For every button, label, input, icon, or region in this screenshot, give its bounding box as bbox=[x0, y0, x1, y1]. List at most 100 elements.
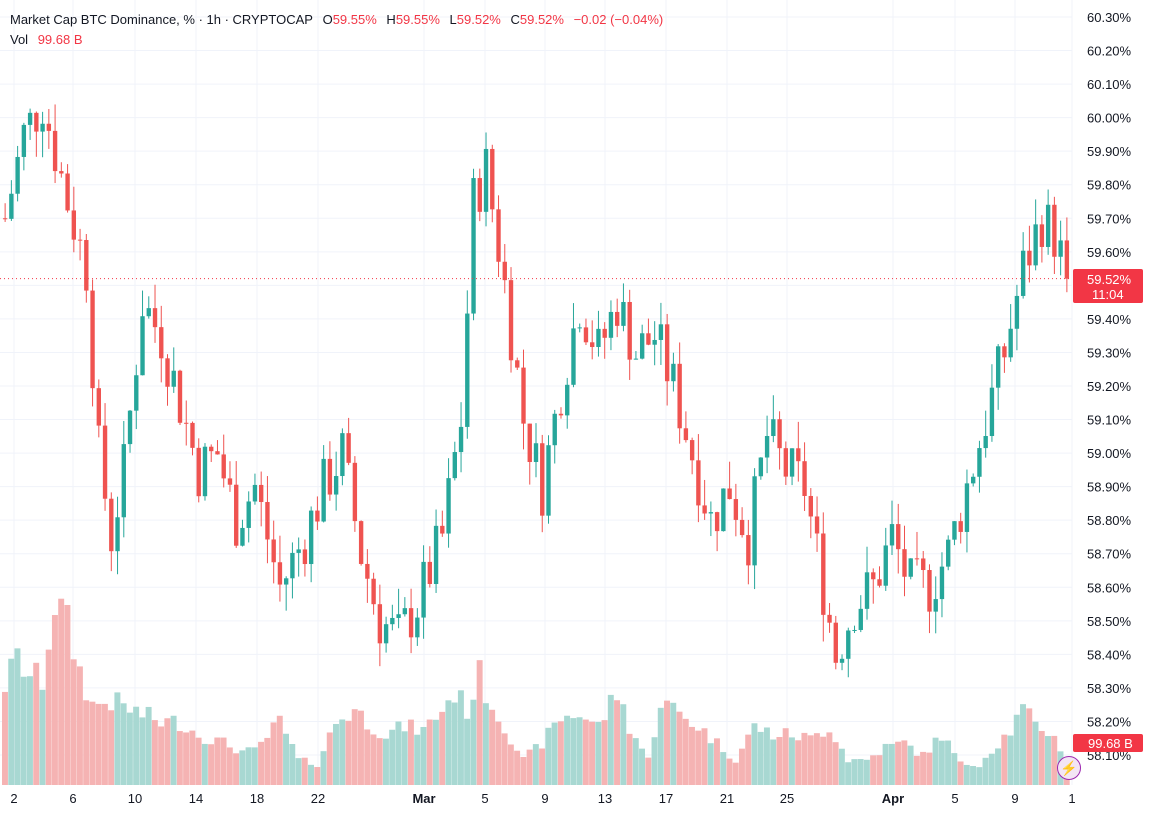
volume-bar bbox=[476, 660, 483, 785]
candle-body bbox=[590, 342, 595, 348]
volume-bar bbox=[401, 731, 408, 785]
y-tick-label: 60.00% bbox=[1087, 111, 1132, 126]
candle-body bbox=[583, 327, 589, 343]
y-tick-label: 60.10% bbox=[1087, 77, 1132, 92]
y-tick-label: 59.40% bbox=[1087, 312, 1132, 327]
open-label: O bbox=[322, 12, 333, 27]
volume-bar bbox=[632, 738, 639, 785]
symbol-title[interactable]: Market Cap BTC Dominance, % · 1h · CRYPT… bbox=[10, 12, 313, 27]
candle-body bbox=[15, 156, 20, 194]
price-axis[interactable]: 60.30% 60.20% 60.10% 60.00% 59.90% 59.80% 59.7… bbox=[1087, 10, 1132, 763]
volume-bar bbox=[720, 752, 727, 785]
x-tick-label: 14 bbox=[189, 791, 203, 806]
volume-bar bbox=[745, 734, 752, 785]
y-tick-label: 58.30% bbox=[1087, 681, 1132, 696]
volume-bar bbox=[395, 721, 402, 785]
candle-body bbox=[440, 525, 445, 534]
x-tick-label: 2 bbox=[10, 791, 17, 806]
volume-bar bbox=[982, 757, 989, 785]
volume-bar bbox=[907, 745, 914, 785]
candle-body bbox=[1045, 204, 1051, 247]
volume-bar bbox=[339, 719, 346, 785]
candle-body bbox=[340, 433, 345, 477]
y-tick-label: 58.40% bbox=[1087, 647, 1132, 662]
volume-bar bbox=[820, 736, 827, 785]
volume-bar bbox=[414, 734, 421, 785]
volume-bar bbox=[457, 690, 464, 785]
volume-bar bbox=[626, 733, 633, 785]
volume-bar bbox=[289, 743, 296, 785]
y-tick-label: 59.00% bbox=[1087, 446, 1132, 461]
candle-body bbox=[833, 622, 838, 663]
candle-body bbox=[546, 445, 551, 516]
price-tag: 59.52% 11:04 bbox=[1073, 269, 1143, 303]
volume-bar bbox=[89, 701, 96, 785]
candle-body bbox=[733, 499, 739, 520]
x-tick-label: 25 bbox=[780, 791, 794, 806]
volume-bar bbox=[358, 710, 364, 785]
candle-body bbox=[521, 367, 526, 424]
volume-bar bbox=[589, 721, 596, 785]
volume-bar bbox=[620, 704, 627, 785]
candle-body bbox=[252, 484, 258, 502]
candle-body bbox=[758, 457, 764, 477]
candle-body bbox=[377, 604, 383, 644]
open-value: 59.55% bbox=[332, 12, 377, 27]
candle-body bbox=[883, 545, 888, 586]
volume-bar bbox=[763, 727, 770, 785]
candle-body bbox=[877, 579, 882, 586]
y-tick-label: 59.90% bbox=[1087, 144, 1132, 159]
volume-bar bbox=[333, 723, 339, 785]
candle-body bbox=[977, 448, 982, 477]
volume-bar bbox=[520, 756, 527, 785]
volume-bar bbox=[426, 719, 433, 785]
x-tick-label: 21 bbox=[720, 791, 734, 806]
candle-body bbox=[152, 308, 158, 328]
candle-body bbox=[446, 478, 451, 534]
volume-bar bbox=[407, 719, 414, 785]
time-axis[interactable]: 2 6 10 14 18 22 Mar 5 9 13 17 21 25 Apr 5 9 1 bbox=[10, 791, 1075, 806]
volume-label[interactable]: Vol bbox=[10, 32, 29, 47]
candle-body bbox=[471, 178, 476, 314]
candle-body bbox=[796, 448, 801, 462]
volume-bar bbox=[938, 740, 945, 785]
volume-bar bbox=[995, 748, 1001, 785]
y-tick-label: 58.90% bbox=[1087, 480, 1132, 495]
volume-bar bbox=[164, 718, 171, 785]
lightning-icon[interactable]: ⚡ bbox=[1057, 756, 1081, 780]
candle-body bbox=[752, 476, 757, 566]
candle-body bbox=[527, 423, 532, 463]
volume-bar bbox=[876, 755, 883, 785]
candle-body bbox=[783, 448, 789, 477]
volume-bar bbox=[420, 726, 427, 785]
candle-body bbox=[864, 572, 870, 609]
candle-body bbox=[452, 452, 457, 479]
volume-bar bbox=[682, 718, 689, 785]
candle-body bbox=[789, 448, 795, 477]
candle-body bbox=[621, 301, 626, 326]
volume-bar bbox=[582, 719, 589, 785]
volume-bar bbox=[888, 743, 895, 785]
candle-body bbox=[234, 484, 239, 546]
candle-body bbox=[371, 578, 376, 605]
candle-body bbox=[683, 428, 689, 441]
volume-bar bbox=[920, 751, 927, 785]
y-tick-label: 59.70% bbox=[1087, 211, 1132, 226]
volume-bar bbox=[770, 739, 777, 785]
volume-bar bbox=[614, 700, 621, 785]
volume-bar bbox=[270, 722, 277, 785]
candle-body bbox=[415, 617, 420, 638]
volume-bar bbox=[20, 676, 27, 785]
candle-body bbox=[315, 510, 320, 522]
volume-bar bbox=[233, 753, 240, 785]
volume-bar bbox=[838, 748, 845, 785]
candle-body bbox=[102, 425, 108, 499]
volume-bar bbox=[14, 648, 21, 785]
candle-body bbox=[259, 484, 264, 503]
volume-bar bbox=[738, 748, 745, 785]
candle-body bbox=[365, 563, 370, 579]
volume-bar bbox=[751, 723, 758, 785]
volume-bar bbox=[95, 703, 102, 785]
volume-bar bbox=[701, 728, 708, 785]
